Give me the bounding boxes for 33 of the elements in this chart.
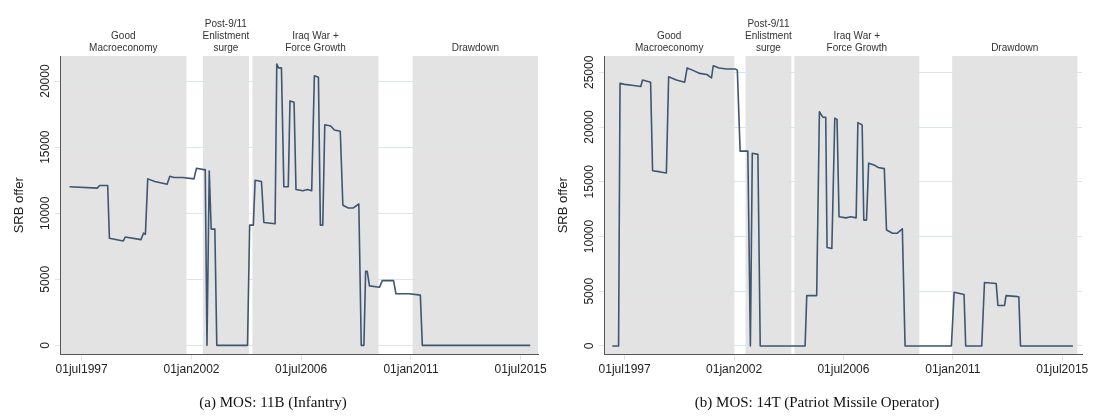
x-tick-label: 01jul2006 [275,362,328,377]
y-tick-label: 25000 [582,55,597,89]
band-label: Drawdown [451,41,499,53]
y-tick-label: 15000 [582,164,597,199]
x-tick-label: 01jan2002 [163,362,220,377]
band-label: Drawdown [991,41,1039,53]
band-label: Post-9/11 Enlistment surge [202,17,250,53]
y-axis-title: SRB offer [11,176,27,234]
band-label: Post-9/11 Enlistment surge [745,17,792,53]
x-tick-label: 01jul2006 [817,362,870,377]
band-label: Iraq War + Force Growth [285,29,346,53]
y-tick-label: 10000 [38,196,53,230]
y-axis-title: SRB offer [555,176,571,234]
x-tick-label: 01jul2015 [1036,362,1089,377]
y-tick-label: 20000 [38,64,53,98]
band-label: Iraq War + Force Growth [826,29,888,53]
x-tick-label: 01jan2011 [925,362,981,377]
y-tick-label: 0 [38,341,53,349]
y-tick-label: 15000 [38,130,53,164]
y-tick-label: 10000 [582,219,597,254]
x-tick-label: 01jul1997 [55,362,108,377]
y-tick-label: 20000 [582,110,597,144]
y-tick-label: 5000 [38,265,53,293]
x-tick-label: 01jan2011 [383,362,439,377]
x-tick-label: 01jul2015 [494,362,547,377]
x-tick-label: 01jan2002 [706,362,763,377]
text: (a) MOS: 11B (Infantry) [199,393,347,411]
text: (b) MOS: 14T (Patriot Missile Operator) [694,393,940,411]
band-label: Good Macroeconomy [89,29,158,53]
y-tick-label: 5000 [582,277,597,305]
y-tick-label: 0 [582,342,597,350]
x-tick-label: 01jul1997 [598,362,651,377]
band-label: Good Macroeconomy [635,29,704,53]
